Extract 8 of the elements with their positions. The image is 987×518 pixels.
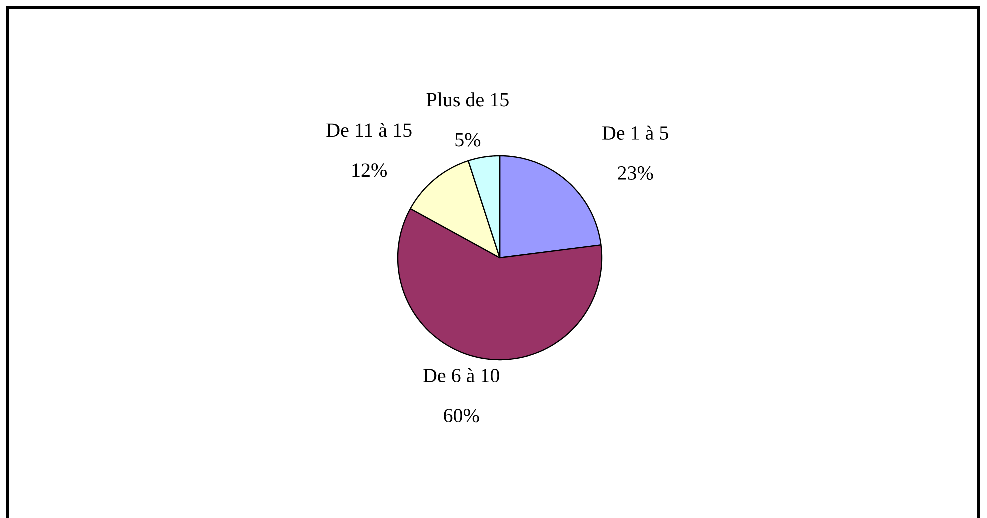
data-label: 60%	[444, 409, 480, 423]
slice-label: Plus de 15	[426, 92, 509, 107]
data-label: 23%	[618, 166, 654, 180]
slice-label: De 11 à 15	[326, 123, 412, 138]
slice-label: De 1 à 5	[602, 126, 668, 140]
data-label: 5%	[456, 133, 481, 147]
data-label: 12%	[352, 164, 387, 178]
slice-label: De 6 à 10	[424, 368, 500, 383]
